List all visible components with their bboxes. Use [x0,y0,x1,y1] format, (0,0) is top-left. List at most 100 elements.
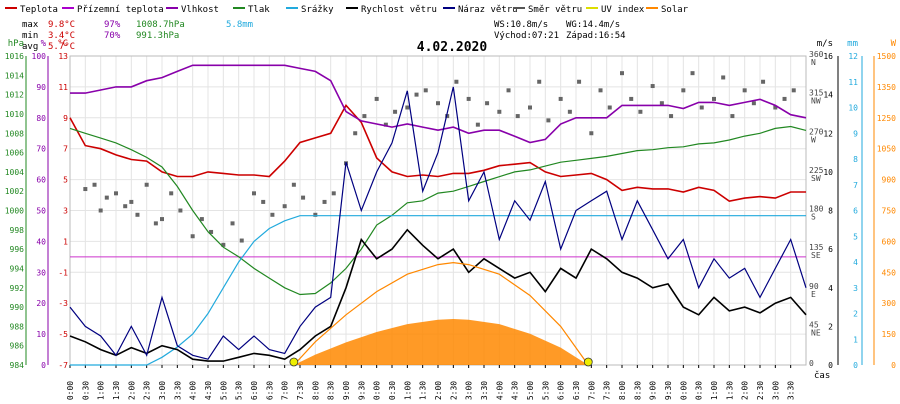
axis-tick-temp: 7 [63,145,68,154]
axis-unit-pct: % [41,39,47,49]
axis-tick-dir: 360 [809,50,824,59]
direction-point [638,109,643,114]
axis-tick-dir: 90 [809,282,819,291]
axis-tick-hpa: 992 [10,284,25,293]
direction-point [423,88,428,93]
axis-tick-w: 1050 [877,145,896,154]
axis-dir-letter: N [811,58,816,67]
direction-point [129,199,134,204]
axis-tick-dir: 225 [809,166,824,175]
x-tick-label: 13:00 [465,381,474,400]
x-tick-label: 15:30 [541,381,550,400]
x-tick-label: 08:30 [327,381,336,400]
direction-point [199,217,204,222]
x-tick-label: 03:30 [173,381,182,400]
legend-swatch [346,7,358,9]
x-tick-label: 23:30 [787,381,796,400]
direction-point [577,79,582,84]
axis-dir-letter: S [811,213,816,222]
axis-tick-temp: 1 [63,237,68,246]
axis-tick-temp: -5 [58,330,68,339]
direction-point [712,96,716,101]
direction-point [239,238,244,243]
axis-tick-hpa: 998 [10,226,25,235]
x-tick-label: 16:30 [572,381,581,400]
direction-point [221,242,226,247]
direction-point [331,191,336,196]
axis-unit-mm: mm [847,39,858,49]
direction-point [104,195,109,200]
direction-point [270,212,275,217]
axis-tick-w: 0 [891,361,896,370]
axis-tick-ms: 6 [828,245,833,254]
axis-tick-dir: 270 [809,127,824,136]
series-line-tlak [69,125,807,296]
axis-tick-mm: 12 [848,52,858,61]
axis-tick-pct: 10 [36,330,46,339]
legend-swatch [646,7,658,9]
legend-swatch [443,7,455,9]
x-tick-label: 22:30 [756,381,765,400]
x-tick-label: 06:30 [265,381,274,400]
direction-point [690,71,695,76]
wind-info-block: WS:10.8m/s WG:14.4m/s Východ:07:21 Západ… [494,20,626,41]
direction-point [659,101,664,106]
x-tick-label: 13:30 [480,381,489,400]
direction-point [405,105,410,110]
x-tick-label: 21:30 [725,381,734,400]
series-line-teplota [69,104,806,203]
legend-swatch [513,7,525,9]
legend-label: Rychlost větru [361,5,437,15]
direction-point [313,212,318,217]
direction-point [169,191,174,196]
axis-tick-hpa: 1016 [5,52,24,61]
direction-point [629,96,634,101]
axis-tick-ms: 0 [828,361,833,370]
direction-point [607,105,612,110]
wind-wg: WG:14.4m/s [566,20,620,30]
axis-dir-letter: W [811,135,816,144]
legend-label: Směr větru [528,5,582,15]
axis-tick-dir: 135 [809,243,824,252]
direction-point [620,71,624,76]
axis-tick-pct: 50 [36,207,46,216]
legend-label: Náraz větru [458,5,518,15]
axis-tick-mm: 5 [853,232,858,241]
axis-tick-mm: 2 [853,310,858,319]
legend-label: Srážky [301,5,334,15]
axis-tick-hpa: 990 [10,303,25,312]
axis-tick-hpa: 984 [10,361,25,370]
axis-tick-ms: 12 [823,129,833,138]
x-tick-label: 03:00 [158,381,167,400]
legend-label: UV index [601,5,645,15]
legend-swatch [62,7,74,9]
direction-point [730,114,735,119]
direction-point [699,105,704,110]
axis-tick-pct: 30 [36,268,46,277]
legend-label: Solar [661,5,689,15]
axis-tick-temp: -7 [58,361,68,370]
axis-tick-dir: 180 [809,205,824,214]
axis-tick-w: 900 [882,176,897,185]
legend-swatch [586,7,598,9]
direction-point [190,234,195,239]
axis-tick-w: 600 [882,237,897,246]
legend-label: Přízemní teplota [77,5,164,15]
direction-point [751,101,756,106]
direction-point [721,75,726,80]
direction-point [383,122,388,127]
x-tick-label: 05:30 [235,381,244,400]
axis-tick-mm: 7 [853,181,858,190]
direction-point [506,88,511,93]
x-tick-label: 11:00 [403,381,412,400]
legend-label: Teplota [20,5,58,15]
axis-tick-temp: 13 [58,52,68,61]
x-tick-label: 21:00 [710,381,719,400]
direction-point [282,204,287,209]
axis-tick-hpa: 996 [10,245,25,254]
axis-tick-pct: 40 [36,237,46,246]
x-tick-label: 08:00 [311,381,320,400]
direction-point [445,114,450,119]
